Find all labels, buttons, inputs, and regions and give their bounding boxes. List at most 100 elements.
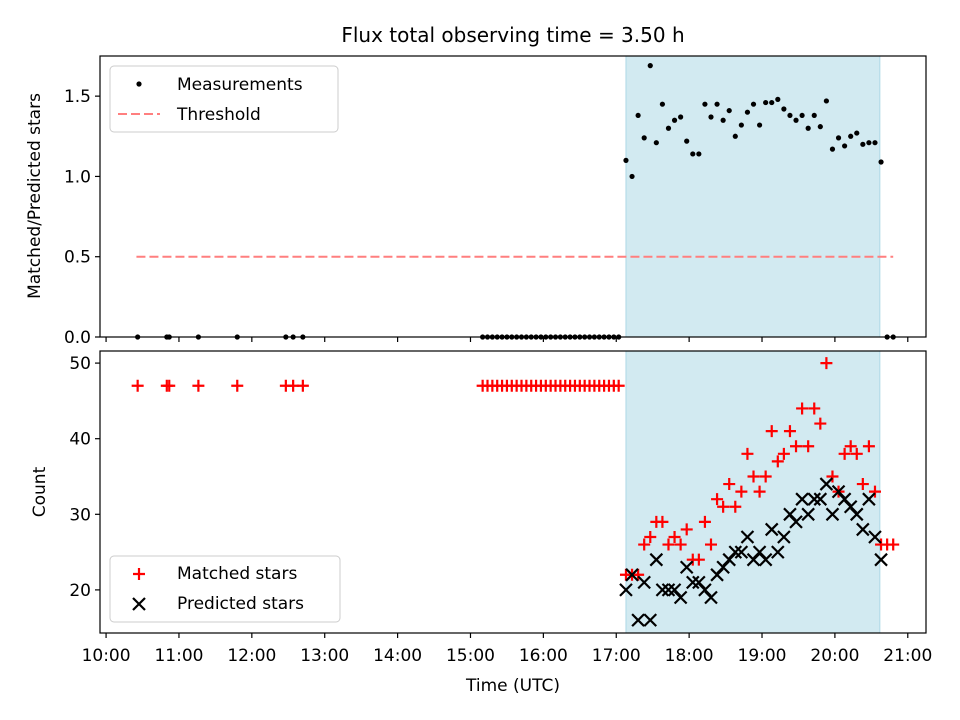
measurement-point: [829, 146, 836, 152]
measurement-point: [835, 135, 842, 141]
x-tick-label: 14:00: [373, 646, 422, 666]
predicted-star-point: [801, 507, 815, 522]
measurement-point: [659, 101, 666, 107]
measurement-point: [817, 124, 823, 130]
x-tick-label: 19:00: [738, 646, 787, 666]
measurement-point: [848, 133, 854, 139]
measurement-point: [690, 151, 696, 157]
predicted-star-point: [685, 575, 700, 590]
measurement-point: [823, 98, 829, 104]
predicted-star-point: [704, 590, 718, 605]
top-y-tick-label: 1.0: [64, 167, 91, 187]
top-y-tick-label: 0.5: [64, 248, 91, 268]
matched-star-point: [747, 470, 760, 483]
measurement-point: [860, 141, 866, 147]
measurement-point: [732, 133, 738, 139]
figure-title: Flux total observing time = 3.50 h: [341, 23, 684, 47]
measurement-point: [799, 112, 805, 119]
top-x-ticks: [105, 337, 909, 342]
legend-measurement-marker: [136, 81, 142, 87]
matched-star-point: [862, 440, 875, 453]
predicted-star-point: [655, 583, 670, 597]
measurement-point: [750, 101, 757, 107]
bottom-y-tick-label: 50: [69, 354, 91, 374]
measurement-point: [720, 117, 726, 123]
measurement-point: [769, 99, 775, 106]
bottom-y-label: Count: [30, 466, 50, 517]
predicted-star-point: [619, 583, 633, 597]
x-tick-label: 13:00: [300, 646, 349, 666]
top-y-axis: 0.0 0.5 1.0 1.5: [64, 87, 100, 348]
bottom-y-tick-label: 30: [69, 505, 91, 525]
measurement-point: [866, 140, 872, 146]
bottom-y-axis: 20 30 40 50: [69, 354, 100, 601]
matched-star-point: [814, 417, 827, 430]
legend-predicted-marker: [132, 597, 146, 611]
predicted-star-point: [728, 545, 743, 559]
bottom-legend: Matched stars Predicted stars: [109, 555, 341, 623]
matched-star-point: [692, 553, 705, 566]
matched-star-point: [662, 538, 675, 551]
measurement-point: [805, 125, 811, 131]
measurement-point: [714, 101, 720, 107]
legend-predicted-label: Predicted stars: [177, 594, 304, 614]
top-axes-frame: [99, 55, 927, 338]
matched-star-point: [131, 379, 144, 392]
predicted-star-point: [862, 492, 876, 506]
measurement-point: [647, 63, 653, 69]
matched-star-point: [632, 568, 645, 581]
matched-star-point: [296, 379, 309, 392]
x-tick-label: 15:00: [446, 646, 495, 666]
matched-star-point: [656, 515, 669, 528]
predicted-star-point: [625, 568, 639, 582]
matched-star-point: [231, 379, 244, 392]
measurement-point: [671, 117, 678, 123]
matched-star-point: [638, 538, 651, 551]
predicted-star-point: [874, 552, 888, 567]
measurement-point: [854, 130, 860, 136]
matched-star-point: [820, 357, 833, 370]
measurement-point: [702, 101, 708, 107]
predicted-star-point: [819, 477, 834, 491]
measurement-point: [738, 122, 744, 128]
matched-star-point: [644, 530, 657, 543]
matched-star-point: [674, 538, 687, 551]
measurement-point: [684, 138, 690, 144]
shaded-span-top: [625, 55, 881, 338]
matched-star-point: [163, 379, 176, 392]
x-tick-label: 10:00: [82, 646, 131, 666]
matched-star-point: [777, 447, 790, 460]
predicted-star-point: [849, 507, 864, 522]
predicted-star-point: [813, 492, 828, 506]
matched-star-point: [850, 447, 863, 460]
measurement-point: [811, 112, 817, 119]
matched-star-point: [808, 402, 821, 415]
matched-star-point: [838, 447, 851, 460]
predicted-star-point: [631, 613, 645, 627]
matched-star-point: [783, 425, 796, 438]
x-tick-label: 16:00: [519, 646, 568, 666]
x-tick-label: 21:00: [883, 646, 932, 666]
predicted-star-point: [795, 492, 809, 506]
x-axis-label: Time (UTC): [465, 676, 560, 696]
measurement-point: [653, 140, 659, 146]
observing-window-shade-top: [625, 55, 881, 338]
measurement-point: [787, 112, 793, 119]
top-legend-box: [109, 65, 339, 133]
predicted-star-point: [740, 530, 755, 544]
matched-star-point: [753, 485, 766, 498]
matched-star-point: [612, 379, 625, 392]
measurement-point: [726, 107, 732, 114]
matched-star-point: [887, 538, 900, 551]
x-tick-label: 17:00: [592, 646, 641, 666]
legend-measurements-label: Measurements: [177, 75, 303, 95]
matched-star-point: [802, 440, 815, 453]
predicted-star-point: [649, 552, 664, 567]
x-tick-label: 11:00: [154, 646, 203, 666]
predicted-star-point: [661, 583, 676, 597]
matched-star-point: [698, 515, 711, 528]
legend-matched-label: Matched stars: [177, 564, 297, 584]
predicted-star-point: [643, 613, 658, 627]
